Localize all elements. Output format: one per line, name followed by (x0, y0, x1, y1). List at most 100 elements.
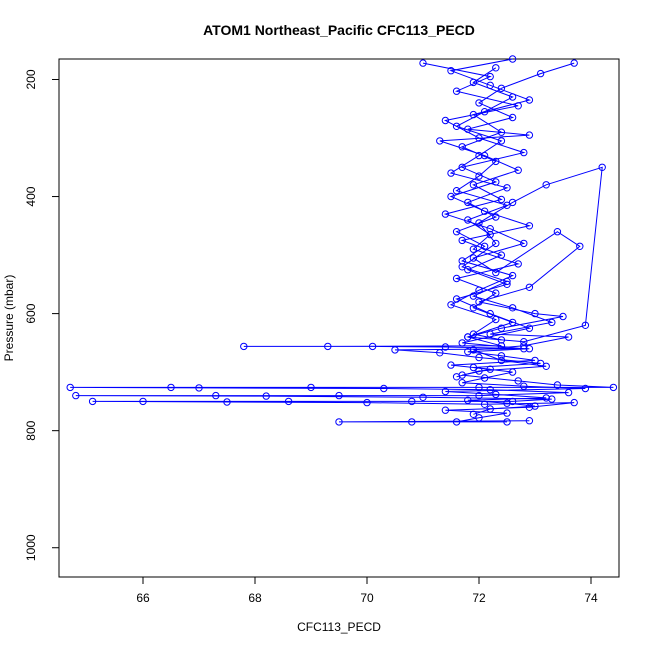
data-point (497, 195, 506, 204)
data-point (458, 257, 466, 265)
data-point (447, 361, 455, 369)
plot-frame (58, 58, 620, 578)
data-point (570, 398, 578, 407)
data-point (564, 388, 573, 397)
chart-title: ATOM1 Northeast_Pacific CFC113_PECD (203, 22, 475, 38)
series-line (439, 62, 603, 378)
series-3 (436, 59, 606, 381)
data-point (452, 122, 461, 131)
data-point (464, 333, 472, 341)
data-point (486, 386, 494, 394)
y-tick-label: 400 (24, 186, 38, 206)
data-point (497, 336, 506, 344)
data-point (548, 318, 556, 327)
data-point (570, 59, 578, 67)
data-point (262, 392, 270, 400)
data-point (469, 410, 478, 418)
data-point (324, 342, 332, 351)
data-point (520, 338, 528, 346)
data-point (447, 192, 455, 201)
data-point (486, 72, 494, 81)
data-point (475, 353, 483, 362)
data-point (447, 67, 455, 75)
series-2 (391, 59, 590, 418)
series-4 (447, 64, 517, 344)
data-point (542, 394, 550, 402)
data-point (508, 55, 517, 63)
data-point (212, 391, 220, 400)
data-point (469, 245, 478, 253)
data-point (520, 148, 528, 157)
data-point (475, 414, 483, 422)
data-point (469, 181, 478, 189)
series-layer (66, 55, 618, 426)
data-point (525, 403, 534, 411)
data-point (469, 330, 478, 338)
data-point (66, 383, 74, 392)
data-point (391, 346, 399, 354)
data-point (553, 228, 562, 236)
data-point (525, 345, 534, 353)
data-point (492, 289, 500, 297)
data-point (497, 352, 506, 360)
data-point (452, 87, 461, 95)
data-point (469, 346, 478, 354)
data-point (307, 383, 315, 392)
data-point (447, 169, 455, 177)
series-line (394, 62, 586, 415)
data-point (503, 201, 511, 210)
data-point (525, 283, 534, 291)
data-point (514, 260, 522, 268)
data-point (72, 391, 80, 400)
data-point (508, 93, 517, 101)
data-point (441, 210, 450, 218)
data-point (525, 131, 534, 139)
data-point (514, 377, 522, 385)
data-point (363, 398, 371, 407)
data-point (508, 198, 517, 207)
data-point (475, 391, 483, 400)
data-point (335, 418, 343, 426)
data-point (525, 96, 534, 104)
data-point (441, 406, 450, 414)
data-point (531, 309, 539, 318)
data-point (508, 304, 517, 312)
data-point (480, 374, 489, 382)
data-point (486, 309, 494, 318)
data-point (503, 409, 511, 417)
data-point (609, 383, 618, 392)
data-point (508, 271, 517, 280)
series-line (449, 67, 515, 341)
x-tick-label: 66 (136, 591, 150, 605)
y-axis-label: Pressure (mbar) (2, 275, 16, 362)
data-point (576, 242, 584, 251)
data-point (458, 163, 466, 172)
data-point (139, 397, 147, 406)
data-point (480, 207, 489, 215)
data-point (475, 99, 483, 107)
data-point (525, 417, 534, 425)
data-point (452, 228, 461, 236)
x-tick-label: 72 (472, 591, 486, 605)
data-point (475, 286, 483, 294)
data-point (520, 382, 528, 390)
data-point (497, 84, 506, 93)
data-point (548, 395, 556, 403)
data-point (458, 263, 466, 271)
data-point (492, 268, 500, 277)
data-point (368, 342, 377, 351)
data-point (458, 339, 466, 347)
data-point (497, 324, 506, 332)
data-point (447, 301, 455, 309)
data-point (469, 363, 478, 372)
data-point (486, 405, 494, 413)
data-point (492, 315, 500, 324)
data-point (419, 393, 427, 401)
data-point (88, 397, 97, 406)
data-point (542, 181, 550, 189)
data-point (531, 402, 539, 410)
data-point (475, 219, 483, 227)
data-point (520, 342, 528, 350)
data-point (486, 225, 494, 233)
